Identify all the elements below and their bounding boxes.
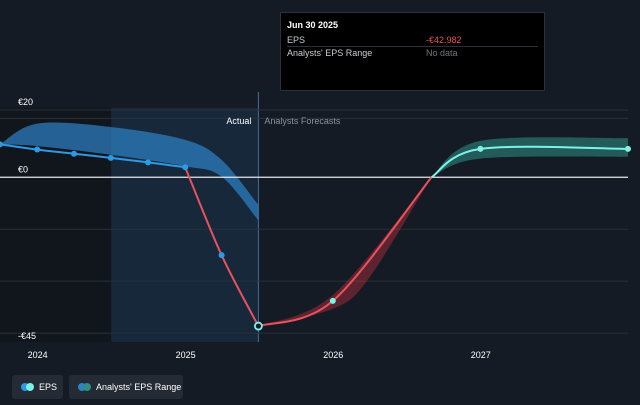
eps-point-3 [107,154,114,161]
x-tick-label-0: 2024 [28,350,48,360]
eps-point-5 [182,164,189,171]
range-band-forecast-positive [431,137,628,178]
eps-actual-dot-icon [21,383,29,391]
tooltip-range-label: Analysts' EPS Range [287,48,373,58]
eps-actual-line [0,143,186,169]
range-forecast-dot-icon [83,383,91,391]
eps-legend-icon [21,383,34,391]
tooltip: Jun 30 2025 EPS -€42.982 Analysts' EPS R… [280,12,545,91]
tooltip-row-range: Analysts' EPS Range No data [287,46,538,59]
eps-range-legend-icon [78,383,91,391]
eps-point-2 [71,150,78,157]
actual-label: Actual [226,116,251,126]
range-band-forecast-negative [258,177,432,327]
tooltip-eps-label: EPS [287,35,306,45]
eps-point-1 [34,146,41,153]
eps-forecast-point-3 [477,145,484,152]
y-tick-label-2: -€45 [18,331,36,341]
eps-point-4 [145,159,152,166]
forecast-label: Analysts Forecasts [264,116,341,126]
eps-forecast-point-4 [625,145,631,152]
tooltip-eps-value: -€42.982 [426,35,462,45]
range-band-history [0,122,259,221]
eps-point-0 [0,141,3,148]
eps-forecast-dot-icon [26,383,34,391]
legend-eps[interactable]: EPS [12,375,63,399]
range-history-dot-icon [78,383,86,391]
eps-selected-point [253,321,263,331]
eps-forecast-negative-line [258,176,433,328]
tooltip-range-value: No data [426,48,458,58]
x-tick-label-3: 2027 [471,350,491,360]
legend-eps-range[interactable]: Analysts' EPS Range [69,375,183,399]
legend-eps-range-label: Analysts' EPS Range [96,382,182,392]
x-tick-label-2: 2026 [323,350,343,360]
x-tick-label-1: 2025 [176,350,196,360]
tooltip-date: Jun 30 2025 [287,20,339,30]
eps-forecast-line [430,145,629,179]
legend-eps-label: EPS [39,382,58,392]
tooltip-row-eps: EPS -€42.982 [287,33,538,47]
eps-point-6 [218,252,225,259]
eps-forecast-point-1 [329,297,336,304]
y-tick-label-0: €20 [18,97,33,107]
y-tick-label-1: €0 [18,164,28,174]
